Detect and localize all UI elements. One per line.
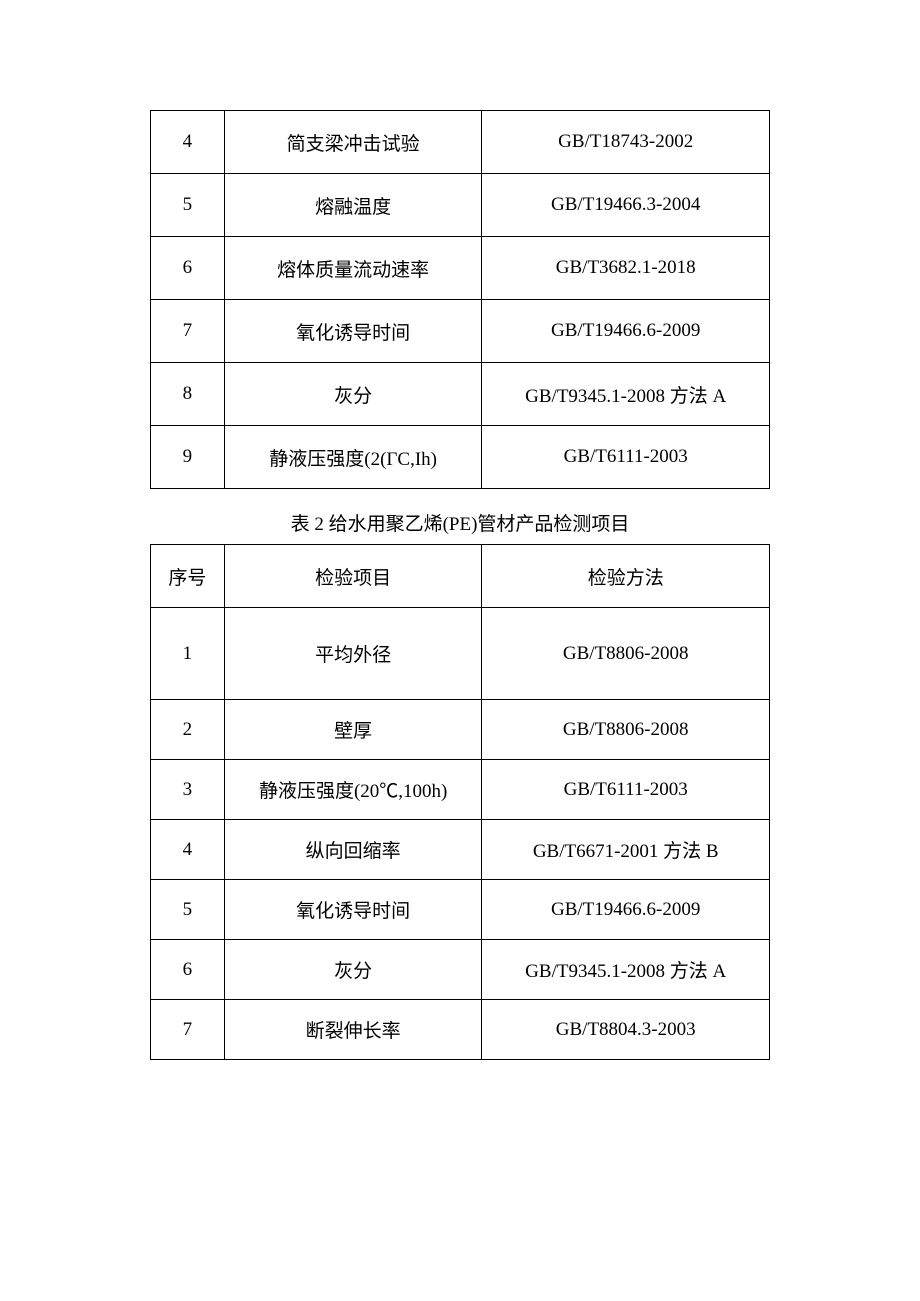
cell-item: 熔融温度 — [224, 174, 482, 237]
table-row: 6 熔体质量流动速率 GB/T3682.1-2018 — [151, 237, 770, 300]
table-row: 1 平均外径 GB/T8806-2008 — [151, 608, 770, 700]
cell-num: 4 — [151, 111, 225, 174]
table-row: 8 灰分 GB/T9345.1-2008 方法 A — [151, 363, 770, 426]
cell-method: GB/T8804.3-2003 — [482, 1000, 770, 1060]
cell-item: 静液压强度(20℃,100h) — [224, 760, 482, 820]
cell-method: GB/T8806-2008 — [482, 608, 770, 700]
cell-num: 9 — [151, 426, 225, 489]
table-row: 7 断裂伸长率 GB/T8804.3-2003 — [151, 1000, 770, 1060]
cell-method: GB/T6111-2003 — [482, 760, 770, 820]
cell-method: GB/T3682.1-2018 — [482, 237, 770, 300]
cell-num: 1 — [151, 608, 225, 700]
header-item: 检验项目 — [224, 545, 482, 608]
cell-item: 氧化诱导时间 — [224, 880, 482, 940]
cell-item: 氧化诱导时间 — [224, 300, 482, 363]
cell-item: 灰分 — [224, 940, 482, 1000]
cell-num: 7 — [151, 1000, 225, 1060]
header-method: 检验方法 — [482, 545, 770, 608]
table-row: 2 壁厚 GB/T8806-2008 — [151, 700, 770, 760]
cell-item: 熔体质量流动速率 — [224, 237, 482, 300]
cell-item: 平均外径 — [224, 608, 482, 700]
cell-method: GB/T6111-2003 — [482, 426, 770, 489]
cell-item: 壁厚 — [224, 700, 482, 760]
table-row: 4 简支梁冲击试验 GB/T18743-2002 — [151, 111, 770, 174]
header-num: 序号 — [151, 545, 225, 608]
table-2-head: 序号 检验项目 检验方法 — [151, 545, 770, 608]
cell-item: 静液压强度(2(ΓC,Ih) — [224, 426, 482, 489]
table-row: 5 氧化诱导时间 GB/T19466.6-2009 — [151, 880, 770, 940]
table-2: 序号 检验项目 检验方法 1 平均外径 GB/T8806-2008 2 壁厚 G… — [150, 544, 770, 1060]
table-2-body: 1 平均外径 GB/T8806-2008 2 壁厚 GB/T8806-2008 … — [151, 608, 770, 1060]
cell-method: GB/T19466.6-2009 — [482, 300, 770, 363]
cell-num: 3 — [151, 760, 225, 820]
cell-method: GB/T19466.6-2009 — [482, 880, 770, 940]
cell-num: 2 — [151, 700, 225, 760]
table-1-body: 4 简支梁冲击试验 GB/T18743-2002 5 熔融温度 GB/T1946… — [151, 111, 770, 489]
cell-method: GB/T18743-2002 — [482, 111, 770, 174]
cell-item: 断裂伸长率 — [224, 1000, 482, 1060]
cell-num: 6 — [151, 237, 225, 300]
table-1: 4 简支梁冲击试验 GB/T18743-2002 5 熔融温度 GB/T1946… — [150, 110, 770, 489]
table-row: 5 熔融温度 GB/T19466.3-2004 — [151, 174, 770, 237]
cell-num: 4 — [151, 820, 225, 880]
cell-method: GB/T19466.3-2004 — [482, 174, 770, 237]
cell-num: 6 — [151, 940, 225, 1000]
cell-num: 8 — [151, 363, 225, 426]
cell-method: GB/T6671-2001 方法 B — [482, 820, 770, 880]
cell-method: GB/T9345.1-2008 方法 A — [482, 940, 770, 1000]
cell-item: 纵向回缩率 — [224, 820, 482, 880]
cell-method: GB/T9345.1-2008 方法 A — [482, 363, 770, 426]
table-2-caption: 表 2 给水用聚乙烯(PE)管材产品检测项目 — [150, 509, 770, 536]
cell-num: 5 — [151, 174, 225, 237]
table-header-row: 序号 检验项目 检验方法 — [151, 545, 770, 608]
cell-item: 简支梁冲击试验 — [224, 111, 482, 174]
table-row: 3 静液压强度(20℃,100h) GB/T6111-2003 — [151, 760, 770, 820]
table-row: 9 静液压强度(2(ΓC,Ih) GB/T6111-2003 — [151, 426, 770, 489]
cell-item: 灰分 — [224, 363, 482, 426]
cell-num: 5 — [151, 880, 225, 940]
table-row: 7 氧化诱导时间 GB/T19466.6-2009 — [151, 300, 770, 363]
table-row: 4 纵向回缩率 GB/T6671-2001 方法 B — [151, 820, 770, 880]
cell-method: GB/T8806-2008 — [482, 700, 770, 760]
cell-num: 7 — [151, 300, 225, 363]
table-row: 6 灰分 GB/T9345.1-2008 方法 A — [151, 940, 770, 1000]
